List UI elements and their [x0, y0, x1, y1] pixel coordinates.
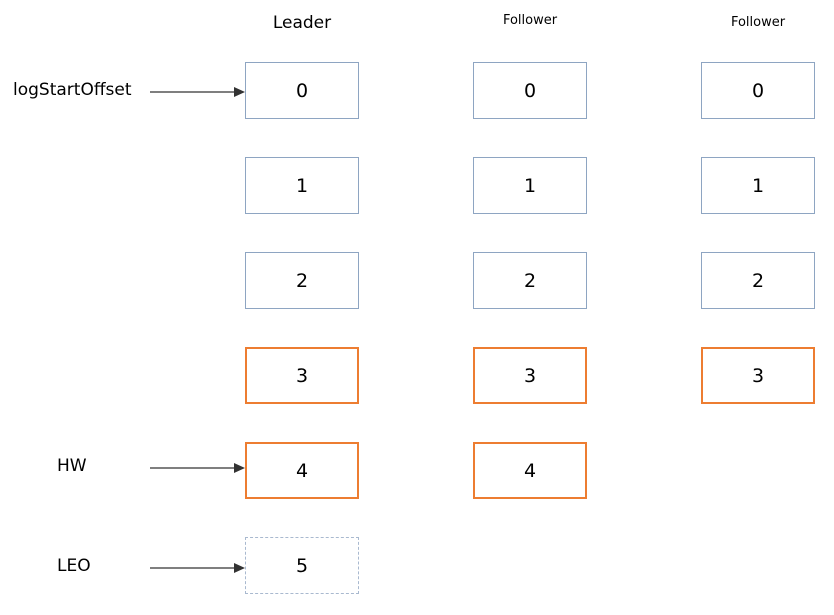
- hw-label: HW: [57, 456, 87, 476]
- follower-1-title: Follower: [502, 13, 558, 28]
- leader-offset-cell: 1: [245, 157, 359, 214]
- follower-2-offset-cell: 0: [701, 62, 815, 119]
- follower-2-offset-cell: 3: [701, 347, 815, 404]
- leader-offset-cell: 3: [245, 347, 359, 404]
- log-start-offset-label: logStartOffset: [13, 80, 132, 100]
- follower-1-offset-cell: 0: [473, 62, 587, 119]
- follower-1-offset-cell: 2: [473, 252, 587, 309]
- leo-label: LEO: [57, 556, 91, 576]
- leader-title: Leader: [272, 13, 332, 33]
- follower-1-offset-cell: 4: [473, 442, 587, 499]
- leader-offset-cell: 4: [245, 442, 359, 499]
- leader-offset-cell: 5: [245, 537, 359, 594]
- follower-2-title: Follower: [730, 15, 786, 30]
- leader-offset-cell: 0: [245, 62, 359, 119]
- follower-1-offset-cell: 1: [473, 157, 587, 214]
- follower-2-offset-cell: 1: [701, 157, 815, 214]
- follower-1-offset-cell: 3: [473, 347, 587, 404]
- follower-2-offset-cell: 2: [701, 252, 815, 309]
- log-start-offset-arrow: [150, 87, 245, 97]
- hw-arrow: [150, 463, 245, 473]
- leo-arrow: [150, 563, 245, 573]
- leader-offset-cell: 2: [245, 252, 359, 309]
